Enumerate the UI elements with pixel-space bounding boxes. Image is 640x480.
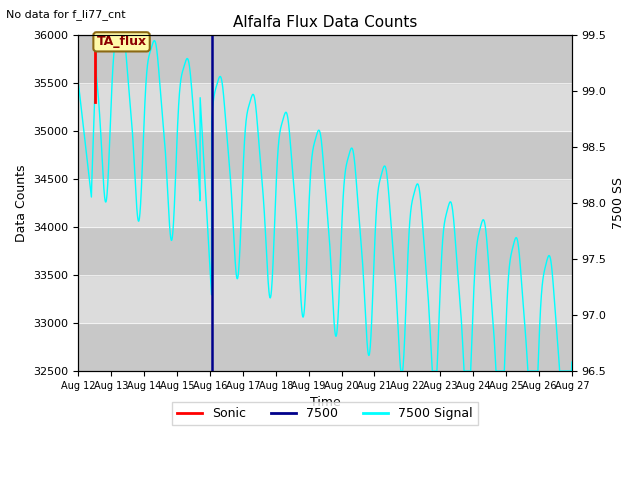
Title: Alfalfa Flux Data Counts: Alfalfa Flux Data Counts (233, 15, 417, 30)
Bar (79, 84, 572, 131)
Y-axis label: Data Counts: Data Counts (15, 165, 28, 242)
Bar (79, 227, 572, 275)
Y-axis label: 7500 SS: 7500 SS (612, 177, 625, 229)
Bar (79, 275, 572, 323)
Bar (79, 36, 572, 84)
Text: TA_flux: TA_flux (97, 36, 147, 48)
Bar (79, 323, 572, 371)
X-axis label: Time: Time (310, 396, 340, 409)
Bar (79, 131, 572, 179)
Text: No data for f_li77_cnt: No data for f_li77_cnt (6, 9, 126, 20)
Legend: Sonic, 7500, 7500 Signal: Sonic, 7500, 7500 Signal (172, 402, 478, 425)
Bar (79, 179, 572, 227)
